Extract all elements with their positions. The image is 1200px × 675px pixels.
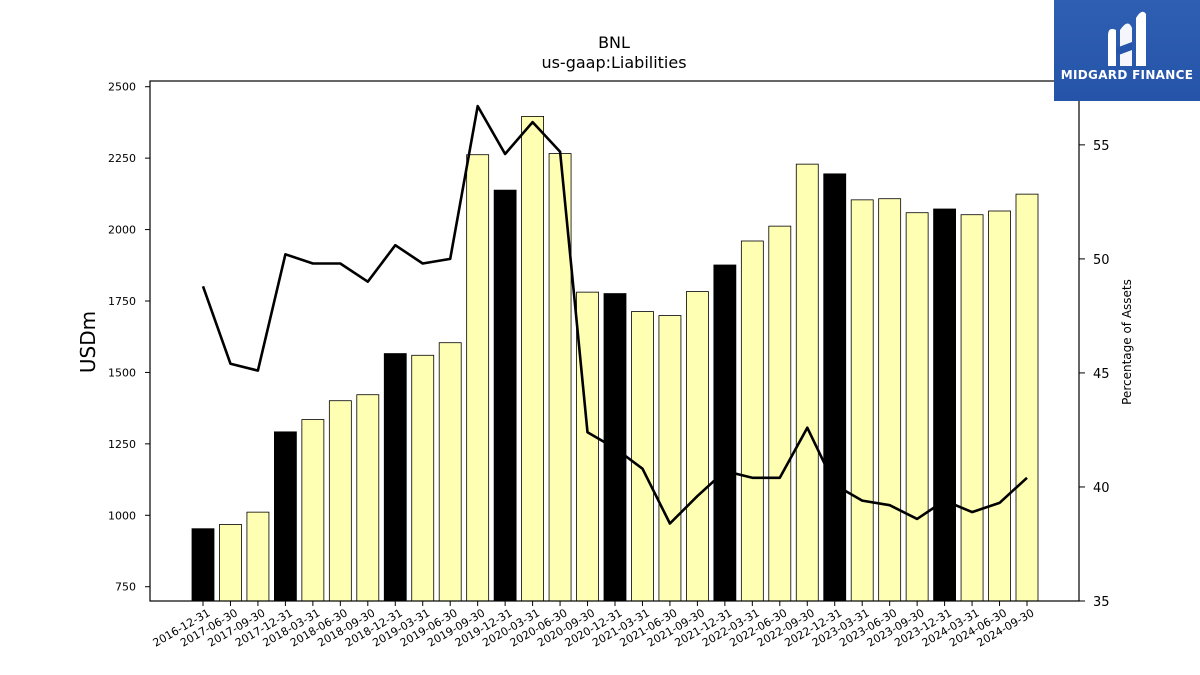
bar-2018-09-30 (356, 394, 380, 602)
bar-2019-03-31 (411, 354, 435, 602)
y2-tick-label: 40 (1093, 481, 1110, 496)
bar-2023-09-30 (905, 212, 929, 602)
percentage-line (201, 104, 1028, 525)
y-axis-label: USDm (76, 311, 100, 373)
bar-2017-09-30 (246, 511, 270, 602)
chart-titles: BNL us-gaap:Liabilities (541, 33, 686, 72)
bar-2020-09-30 (576, 291, 599, 602)
bar-2019-09-30 (466, 154, 490, 602)
bar-2019-06-30 (438, 342, 462, 602)
midgard-finance-logo: MIDGARD FINANCE (1054, 0, 1200, 101)
bar-2019-12-31 (493, 189, 517, 602)
bar-2021-09-30 (686, 291, 709, 602)
bar-2024-03-31 (960, 214, 984, 602)
bar-2016-12-31 (191, 528, 215, 602)
bar-2024-09-30 (1015, 193, 1039, 602)
y2-tick-label: 50 (1093, 253, 1110, 268)
y-tick-label: 750 (115, 581, 136, 594)
x-axis: 2016-12-312017-06-302017-09-302017-12-31… (151, 601, 1037, 650)
line-group (201, 104, 1028, 525)
right-axis: 35 40 45 50 55 (1079, 139, 1110, 610)
y-tick-label: 1000 (108, 509, 136, 522)
bar-2017-06-30 (219, 524, 242, 602)
bar-group (191, 116, 1039, 602)
chart-title: BNL (598, 33, 630, 52)
y-tick-label: 1750 (108, 295, 136, 308)
y-tick-label: 2000 (108, 224, 136, 237)
y-tick-label: 1500 (108, 366, 136, 379)
bar-2023-12-31 (933, 208, 956, 602)
bar-2021-12-31 (713, 264, 737, 602)
chart-subtitle: us-gaap:Liabilities (541, 53, 686, 72)
logo-text: MIDGARD FINANCE (1060, 68, 1194, 82)
bar-2023-03-31 (850, 199, 874, 602)
bar-2024-06-30 (988, 210, 1011, 602)
bar-2020-03-31 (521, 116, 544, 602)
y-tick-label: 1250 (108, 438, 136, 451)
bar-2022-09-30 (795, 163, 819, 602)
bar-2018-03-31 (301, 419, 325, 602)
logo-mark-icon (1108, 11, 1146, 66)
bar-2018-12-31 (383, 353, 407, 602)
bar-2018-06-30 (328, 400, 352, 602)
bar-2021-03-31 (631, 311, 654, 602)
y2-tick-label: 55 (1093, 139, 1110, 154)
bar-2021-06-30 (658, 315, 682, 602)
bar-2017-12-31 (273, 431, 297, 602)
y2-axis-label: Percentage of Assets (1120, 279, 1134, 405)
bar-2022-12-31 (823, 173, 847, 602)
bar-2022-03-31 (740, 240, 764, 602)
y-tick-label: 2250 (108, 152, 136, 165)
y2-tick-label: 45 (1093, 367, 1110, 382)
bar-2022-06-30 (768, 225, 792, 602)
bar-2023-06-30 (878, 198, 902, 602)
left-axis: 750 1000 1250 1500 1750 2000 2250 2500 (108, 81, 150, 594)
y2-tick-label: 35 (1093, 595, 1110, 610)
y-tick-label: 2500 (108, 81, 136, 94)
